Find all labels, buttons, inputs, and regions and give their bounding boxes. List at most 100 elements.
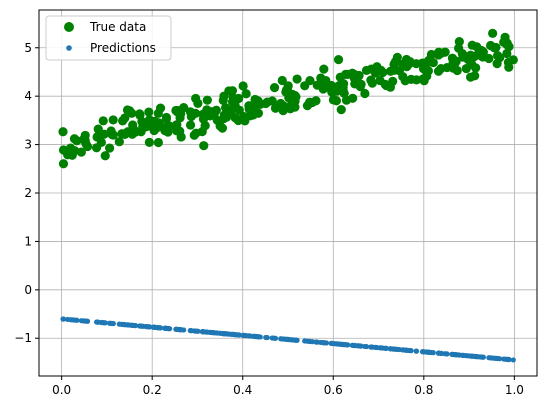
data-point-prediction [263,334,269,341]
data-point-prediction [214,330,220,336]
data-point-true [300,81,310,91]
data-point-prediction [392,346,399,352]
data-point-true [390,57,401,67]
data-point-true [366,75,376,85]
data-point-prediction [93,319,100,325]
data-point-true [355,82,365,92]
data-point-true [105,143,115,153]
data-point-prediction [374,344,380,351]
x-tick-label: 0.8 [414,383,433,397]
data-point-true [328,95,339,105]
data-point-prediction [101,320,107,326]
data-point-prediction [272,335,279,341]
data-point-true [333,55,344,65]
data-point-prediction [407,347,413,354]
y-tick-label: 0 [24,283,32,297]
x-tick-label: 0.4 [233,383,252,397]
data-point-true [164,122,174,132]
data-point-prediction [444,351,450,357]
data-point-prediction [497,356,503,362]
data-point-true [202,95,212,105]
data-point-prediction [477,354,483,360]
data-point-prediction [122,322,128,328]
data-point-true [137,117,147,127]
data-point-prediction [491,355,497,361]
data-point-prediction [425,349,431,355]
data-point-prediction [488,355,494,361]
data-point-prediction [253,333,259,340]
data-point-prediction [334,341,340,347]
legend-label-predictions: Predictions [90,41,156,55]
data-point-true [454,43,464,53]
data-point-prediction [207,329,213,335]
data-point-prediction [352,342,358,349]
data-point-true [58,145,69,155]
data-point-prediction [157,325,163,331]
data-point-prediction [138,323,144,329]
data-point-true [348,93,358,103]
x-tick-label: 0.6 [324,383,343,397]
data-point-true [423,66,434,76]
legend-marker-true-data [64,22,74,32]
data-point-true [153,108,163,118]
data-point-true [360,88,370,99]
data-point-true [366,64,377,74]
data-point-prediction [146,324,152,330]
data-point-true [434,47,444,57]
data-point-true [191,93,201,104]
data-point-true [278,105,288,116]
data-point-true [72,136,82,146]
data-point-true [244,101,254,111]
data-point-true [107,129,117,140]
data-point-true [508,55,518,65]
data-point-true [58,159,69,169]
data-point-true [172,126,182,136]
data-point-prediction [321,340,327,346]
data-point-prediction [329,340,335,347]
data-point-true [277,75,287,86]
data-point-true [131,127,141,137]
data-point-true [241,89,251,99]
data-point-true [81,139,91,149]
series-predictions [60,316,516,363]
data-point-prediction [383,345,389,351]
data-point-true [385,66,396,76]
x-tick-label: 0.2 [143,383,162,397]
x-tick-label: 1.0 [505,383,524,397]
data-point-true [224,108,234,118]
data-point-prediction [107,320,113,326]
data-point-prediction [243,333,249,339]
data-point-prediction [450,351,456,358]
data-point-true [332,86,342,96]
data-point-prediction [292,337,298,343]
data-point-true [336,105,346,115]
data-point-true [228,92,238,103]
data-point-prediction [221,331,227,337]
data-point-true [292,74,302,84]
data-point-true [436,64,446,74]
data-point-true [92,132,102,142]
data-point-prediction [229,331,236,337]
y-tick-label: 5 [24,41,32,55]
data-point-true [381,80,391,91]
data-point-true [253,108,264,118]
data-point-prediction [74,317,80,323]
data-point-prediction [472,353,478,360]
data-point-true [251,95,261,105]
data-point-prediction [192,328,199,334]
data-point-true [307,97,317,108]
data-point-prediction [187,327,194,334]
data-point-true [219,91,229,101]
data-point-prediction [456,352,462,358]
x-tick-label: 0.0 [52,383,71,397]
data-point-prediction [178,327,184,333]
data-point-true [124,106,135,116]
data-point-true [459,51,469,61]
data-point-true [405,56,415,67]
data-point-true [80,130,90,141]
data-point-true [318,84,328,94]
data-point-true [155,121,165,131]
legend-box [45,15,172,61]
data-point-true [489,43,499,53]
data-point-true [230,113,240,123]
